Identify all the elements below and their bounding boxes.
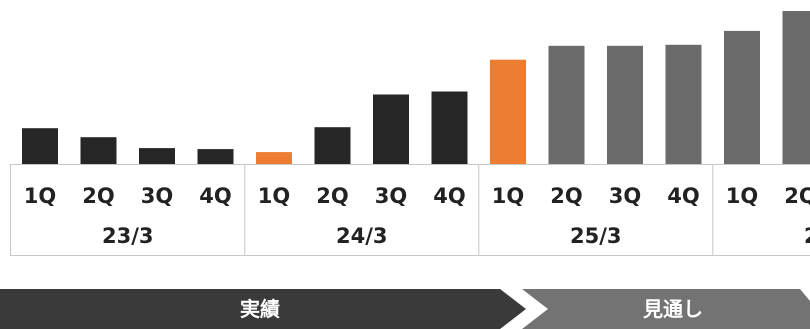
bars-layer <box>22 11 810 165</box>
bar <box>139 148 175 164</box>
bar <box>607 45 643 164</box>
fiscal-year-label: 26/3 <box>804 224 810 248</box>
quarter-label: 1Q <box>492 184 524 208</box>
bar <box>373 94 409 164</box>
period-forecast-arrow <box>522 289 810 329</box>
quarter-label: 2Q <box>82 184 114 208</box>
bar <box>22 128 58 164</box>
bar <box>724 30 760 165</box>
quarter-label: 1Q <box>258 184 290 208</box>
quarter-label: 2Q <box>550 184 582 208</box>
period-forecast-label: 見通し <box>643 297 703 321</box>
quarter-label: 2Q <box>316 184 348 208</box>
bar <box>197 149 234 164</box>
quarter-label: 1Q <box>24 184 56 208</box>
bar <box>665 44 702 164</box>
bar <box>431 91 468 164</box>
quarter-label: 4Q <box>667 184 699 208</box>
bar <box>314 127 351 164</box>
period-actual-label: 実績 <box>240 297 280 321</box>
period-actual-arrow <box>0 289 526 329</box>
bar <box>782 11 810 164</box>
bar <box>256 152 292 164</box>
quarter-label: 2Q <box>784 184 810 208</box>
quarter-label: 3Q <box>609 184 641 208</box>
quarter-label: 3Q <box>141 184 173 208</box>
quarter-label: 4Q <box>433 184 465 208</box>
x-labels-layer: 1Q 2Q 3Q 4Q 23/3 1Q 2Q 3Q 4Q 24/3 1Q 2Q 3Q 4Q 25/3 1Q 2Q… <box>24 164 810 256</box>
bar <box>490 59 526 165</box>
quarter-label: 3Q <box>375 184 407 208</box>
fiscal-year-label: 23/3 <box>102 224 154 248</box>
fiscal-year-label: 25/3 <box>570 224 622 248</box>
fiscal-year-label: 24/3 <box>336 224 388 248</box>
period-bar: 実績 見通し <box>0 289 810 329</box>
quarter-label: 1Q <box>726 184 758 208</box>
bar <box>548 45 585 164</box>
quarter-label: 4Q <box>199 184 231 208</box>
bar <box>80 137 117 164</box>
axis-layer <box>10 164 810 256</box>
